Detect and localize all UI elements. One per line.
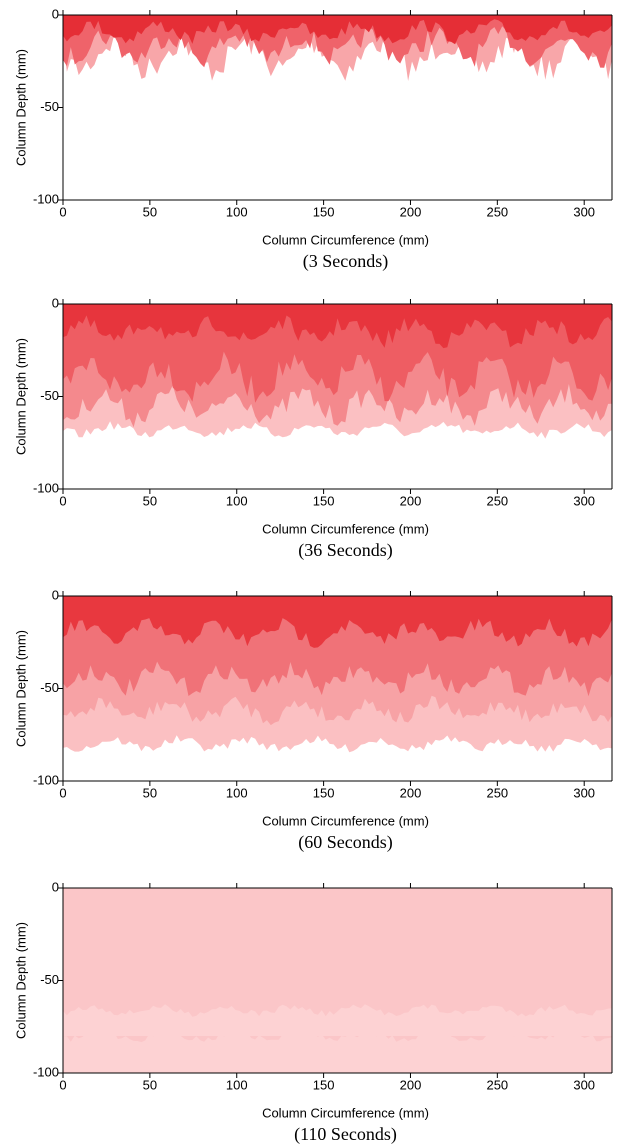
y-tick-label: -100 [33, 772, 59, 787]
x-axis-label: Column Circumference (mm) [262, 813, 429, 828]
x-tick-label: 250 [486, 785, 508, 800]
contour-region [63, 304, 612, 349]
y-tick-label: -50 [40, 680, 59, 695]
x-tick-label: 200 [400, 204, 422, 219]
contour-fill [63, 596, 612, 753]
x-tick-label: 200 [400, 493, 422, 508]
contour-region [63, 304, 612, 403]
y-axis-label: Column Depth (mm) [13, 922, 28, 1039]
x-tick-label: 250 [486, 1077, 508, 1092]
y-tick-label: 0 [52, 879, 59, 894]
y-tick-label: 0 [52, 587, 59, 602]
x-tick-label: 150 [313, 493, 335, 508]
caption: (3 Seconds) [303, 251, 388, 272]
contour-region [63, 888, 612, 1043]
contour-fill [63, 888, 612, 1073]
y-tick-label: 0 [52, 6, 59, 21]
x-tick-label: 50 [143, 204, 157, 219]
x-tick-label: 150 [313, 204, 335, 219]
x-tick-label: 300 [573, 1077, 595, 1092]
x-tick-label: 250 [486, 204, 508, 219]
x-tick-label: 300 [573, 785, 595, 800]
y-tick-label: 0 [52, 295, 59, 310]
contour-fill [63, 15, 612, 81]
x-tick-label: 150 [313, 785, 335, 800]
y-axis-label: Column Depth (mm) [13, 49, 28, 166]
x-tick-label: 0 [59, 1077, 66, 1092]
y-axis-label: Column Depth (mm) [13, 338, 28, 455]
x-tick-label: 100 [226, 204, 248, 219]
y-tick-label: -50 [40, 388, 59, 403]
x-tick-label: 0 [59, 493, 66, 508]
x-tick-label: 50 [143, 1077, 157, 1092]
y-axis-label: Column Depth (mm) [13, 630, 28, 747]
contour-region [63, 596, 612, 648]
x-axis-label: Column Circumference (mm) [262, 1105, 429, 1120]
x-tick-label: 300 [573, 493, 595, 508]
x-tick-label: 50 [143, 493, 157, 508]
y-tick-label: -100 [33, 191, 59, 206]
x-axis-label: Column Circumference (mm) [262, 232, 429, 247]
x-tick-label: 100 [226, 785, 248, 800]
y-tick-label: -50 [40, 972, 59, 987]
caption: (36 Seconds) [298, 540, 392, 561]
x-tick-label: 200 [400, 1077, 422, 1092]
x-tick-label: 300 [573, 204, 595, 219]
x-tick-label: 0 [59, 785, 66, 800]
contour-region [63, 15, 612, 45]
x-tick-label: 50 [143, 785, 157, 800]
x-tick-label: 250 [486, 493, 508, 508]
x-tick-label: 100 [226, 1077, 248, 1092]
caption: (60 Seconds) [298, 832, 392, 853]
contour-region [63, 1004, 612, 1036]
caption: (110 Seconds) [294, 1124, 397, 1144]
y-tick-label: -100 [33, 1064, 59, 1079]
y-tick-label: -100 [33, 480, 59, 495]
x-tick-label: 0 [59, 204, 66, 219]
x-axis-label: Column Circumference (mm) [262, 521, 429, 536]
x-tick-label: 100 [226, 493, 248, 508]
y-tick-label: -50 [40, 99, 59, 114]
x-tick-label: 200 [400, 785, 422, 800]
contour-fill [63, 304, 612, 439]
x-tick-label: 150 [313, 1077, 335, 1092]
